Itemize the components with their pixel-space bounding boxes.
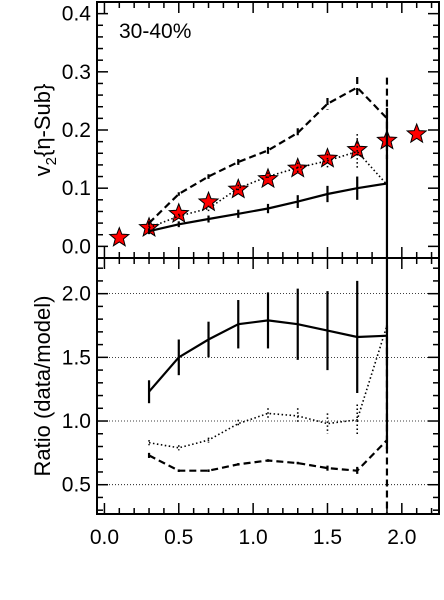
bottom-xtick-label: 2.0 bbox=[387, 526, 416, 549]
top-ytick-label: 0.1 bbox=[62, 177, 91, 200]
top-star-marker-0 bbox=[108, 226, 131, 247]
top-star-marker-4 bbox=[227, 177, 250, 199]
top-dotted-line bbox=[148, 150, 388, 229]
centrality-annotation: 30-40% bbox=[119, 20, 191, 43]
bottom-dotted-line bbox=[148, 325, 388, 449]
bottom-xtick-label: 0.5 bbox=[164, 526, 193, 549]
top-plot-area bbox=[108, 77, 428, 258]
top-axis-ticks: 0.0 0.1 0.2 0.3 0.4 bbox=[62, 2, 439, 259]
top-y-axis-title: v2{η-Sub} bbox=[30, 84, 60, 177]
bottom-ytick-label: 0.5 bbox=[62, 474, 91, 497]
top-panel: 0.0 0.1 0.2 0.3 0.4 30-40% v2{η-Sub} bbox=[30, 1, 440, 259]
bottom-xtick-label: 1.0 bbox=[239, 526, 268, 549]
bottom-panel: 0.5 1.0 1.5 2.0 0.0 0.5 1.0 1.5 2.0 Ratio (data/… bbox=[30, 257, 440, 549]
bottom-axis-ticks: 0.5 1.0 1.5 2.0 0.0 0.5 1.0 1.5 2.0 bbox=[62, 258, 439, 549]
bottom-plot-area bbox=[147, 258, 389, 514]
bottom-ytick-label: 1.0 bbox=[62, 410, 91, 433]
top-y-axis-title-rest: {η-Sub} bbox=[30, 84, 55, 157]
bottom-gridlines bbox=[97, 293, 439, 486]
top-ytick-label: 0.4 bbox=[62, 3, 92, 26]
top-dashed-line bbox=[148, 86, 388, 224]
bottom-xtick-label: 1.5 bbox=[313, 526, 342, 549]
bottom-xtick-label: 0.0 bbox=[90, 526, 119, 549]
top-ytick-label: 0.3 bbox=[62, 61, 91, 84]
bottom-y-axis-title: Ratio (data/model) bbox=[30, 296, 55, 477]
top-star-marker-3 bbox=[197, 190, 220, 212]
top-y-axis-title-subscript: 2 bbox=[43, 157, 60, 165]
top-star-marker-7 bbox=[316, 147, 339, 168]
top-ytick-label: 0.0 bbox=[62, 235, 91, 258]
top-ytick-label: 0.2 bbox=[62, 119, 91, 142]
top-y-axis-title-v: v bbox=[30, 165, 55, 176]
bottom-ytick-label: 1.5 bbox=[62, 346, 91, 369]
top-star-marker-10 bbox=[405, 122, 428, 144]
bottom-dashed-line bbox=[148, 439, 388, 472]
bottom-ytick-label: 2.0 bbox=[62, 283, 91, 306]
